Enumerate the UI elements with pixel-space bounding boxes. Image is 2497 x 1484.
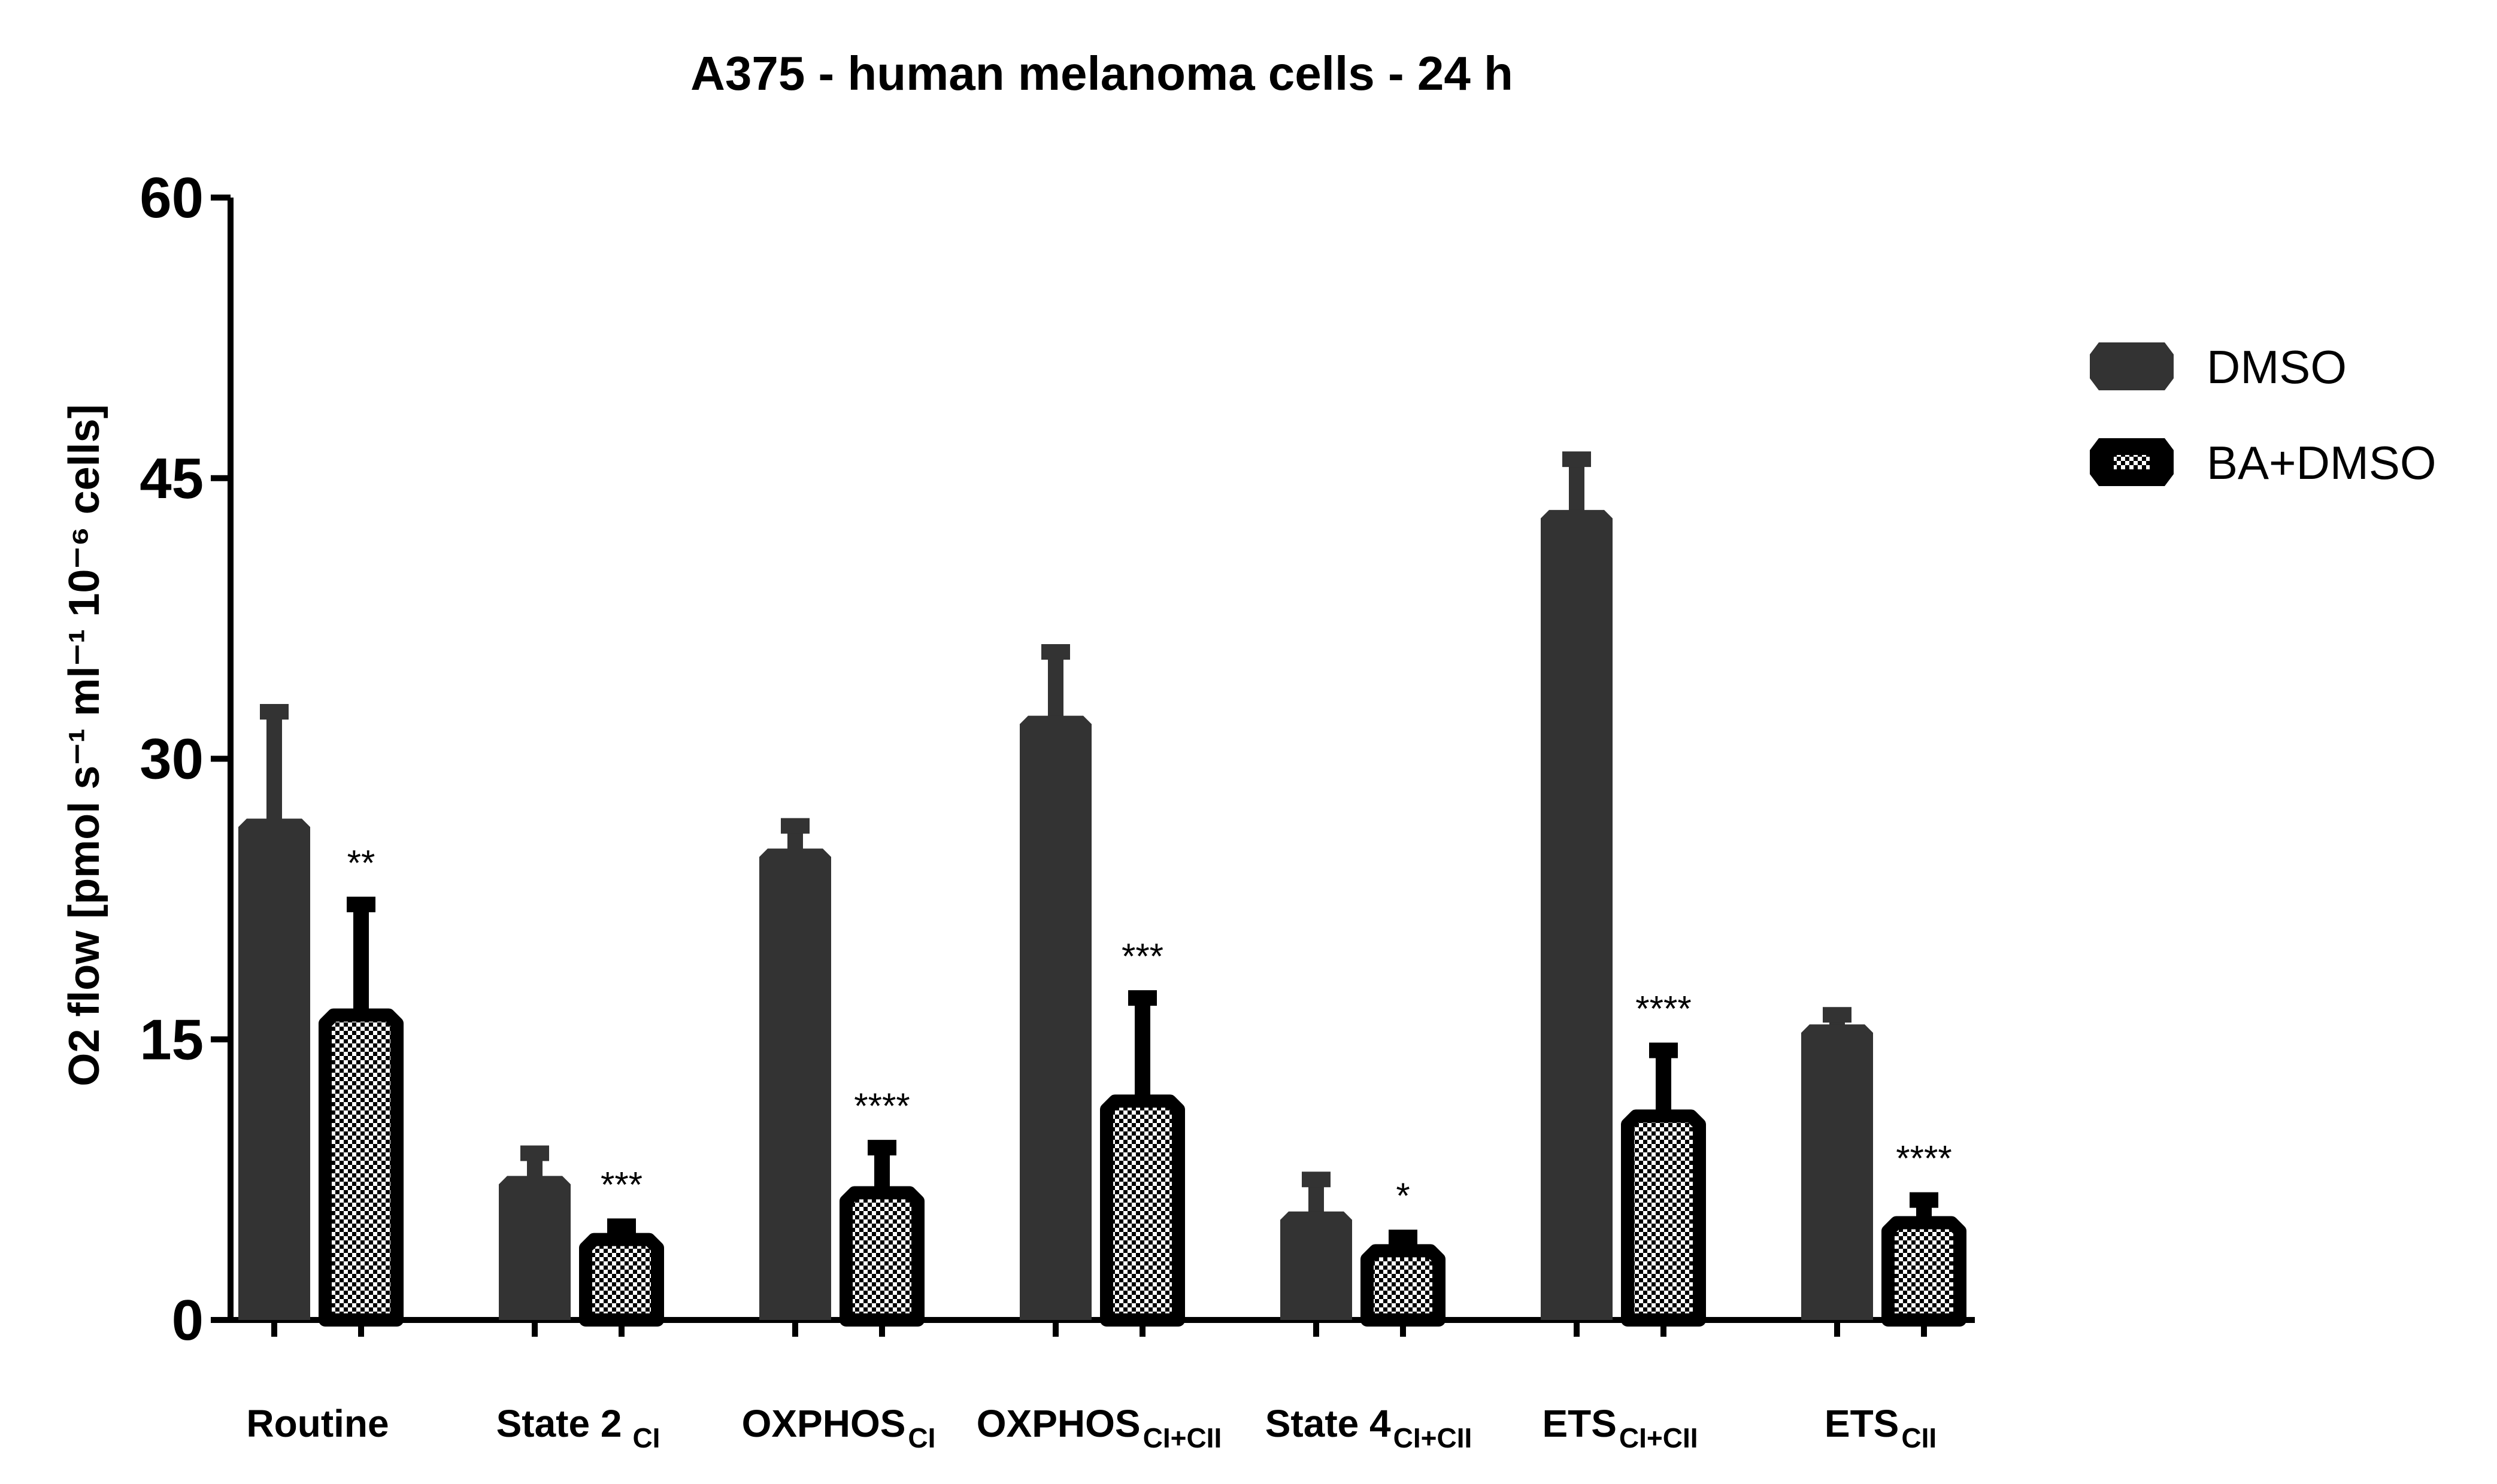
- significance-label: *: [1396, 1176, 1410, 1216]
- error-bar-ba-dmso: [353, 899, 369, 1018]
- error-cap-dmso: [520, 1145, 549, 1161]
- bar-ba-dmso: [1621, 1109, 1706, 1327]
- legend-item-ba-dmso: BA+DMSO: [2090, 436, 2437, 489]
- significance-label: ***: [1122, 936, 1163, 976]
- significance-label: ****: [854, 1086, 910, 1126]
- legend-swatch-ba-dmso-pattern: [2114, 455, 2150, 469]
- error-bar-ba-dmso: [1135, 993, 1150, 1104]
- bar-dmso: [1020, 715, 1092, 1320]
- error-cap-dmso: [1562, 451, 1591, 468]
- x-category-label: State 2 CI: [496, 1402, 660, 1453]
- y-axis-label: O2 flow [pmol s⁻¹ ml⁻¹ 10⁻⁶ cells]: [60, 404, 108, 1086]
- error-cap-ba-dmso: [607, 1218, 636, 1234]
- legend-label-ba-dmso: BA+DMSO: [2207, 436, 2437, 489]
- error-cap-ba-dmso: [1389, 1230, 1417, 1246]
- bar-dmso: [238, 818, 310, 1320]
- bar-ba-dmso: [319, 1008, 404, 1327]
- significance-label: **: [347, 843, 375, 883]
- x-category-label: OXPHOSCI+CII: [977, 1402, 1222, 1453]
- legend-swatch-dmso: [2090, 342, 2174, 390]
- error-cap-ba-dmso: [868, 1140, 896, 1156]
- bar-dmso: [1801, 1024, 1873, 1320]
- bar-ba-dmso: [579, 1233, 664, 1327]
- bar-dmso: [1541, 509, 1613, 1320]
- y-tick-label: 30: [140, 727, 204, 791]
- legend-item-dmso: DMSO: [2090, 341, 2347, 393]
- error-cap-ba-dmso: [1649, 1042, 1678, 1058]
- y-tick-label: 60: [140, 166, 204, 230]
- bar-ba-dmso: [1360, 1244, 1446, 1327]
- bar-ba-dmso: [1100, 1094, 1185, 1327]
- bars: *********************: [238, 451, 1966, 1337]
- error-cap-ba-dmso: [1910, 1192, 1938, 1208]
- y-tick-label: 15: [140, 1007, 204, 1072]
- error-cap-ba-dmso: [347, 896, 375, 912]
- significance-label: ****: [1635, 989, 1691, 1029]
- error-cap-dmso: [1041, 644, 1070, 660]
- x-category-label: ETSCII: [1825, 1402, 1937, 1453]
- bar-ba-dmso: [1881, 1216, 1966, 1327]
- x-category-label: ETSCI+CII: [1542, 1402, 1698, 1453]
- bar-ba-dmso: [840, 1186, 925, 1327]
- bar-dmso: [499, 1176, 571, 1320]
- legend-label-dmso: DMSO: [2207, 341, 2347, 393]
- y-tick-label: 0: [172, 1288, 204, 1352]
- chart-title: A375 - human melanoma cells - 24 h: [690, 47, 1513, 100]
- error-cap-dmso: [1823, 1007, 1851, 1023]
- bar-dmso: [1280, 1211, 1352, 1320]
- significance-label: ***: [601, 1164, 643, 1204]
- x-category-label: OXPHOSCI: [742, 1402, 936, 1453]
- error-cap-ba-dmso: [1128, 990, 1157, 1006]
- legend: DMSO BA+DMSO: [2090, 341, 2437, 489]
- y-ticks: 0 15 30 45 60: [140, 166, 231, 1352]
- x-category-label: State 4CI+CII: [1265, 1402, 1472, 1453]
- significance-label: ****: [1896, 1139, 1951, 1179]
- x-category-label: Routine: [246, 1402, 389, 1445]
- y-tick-label: 45: [140, 447, 204, 511]
- error-cap-dmso: [1302, 1172, 1331, 1188]
- error-cap-dmso: [781, 818, 810, 834]
- x-labels: Routine State 2 CI OXPHOSCI OXPHOSCI+CII Stat…: [246, 1402, 1937, 1453]
- error-bar-dmso: [266, 706, 282, 821]
- error-cap-dmso: [260, 704, 289, 720]
- bar-dmso: [759, 848, 831, 1320]
